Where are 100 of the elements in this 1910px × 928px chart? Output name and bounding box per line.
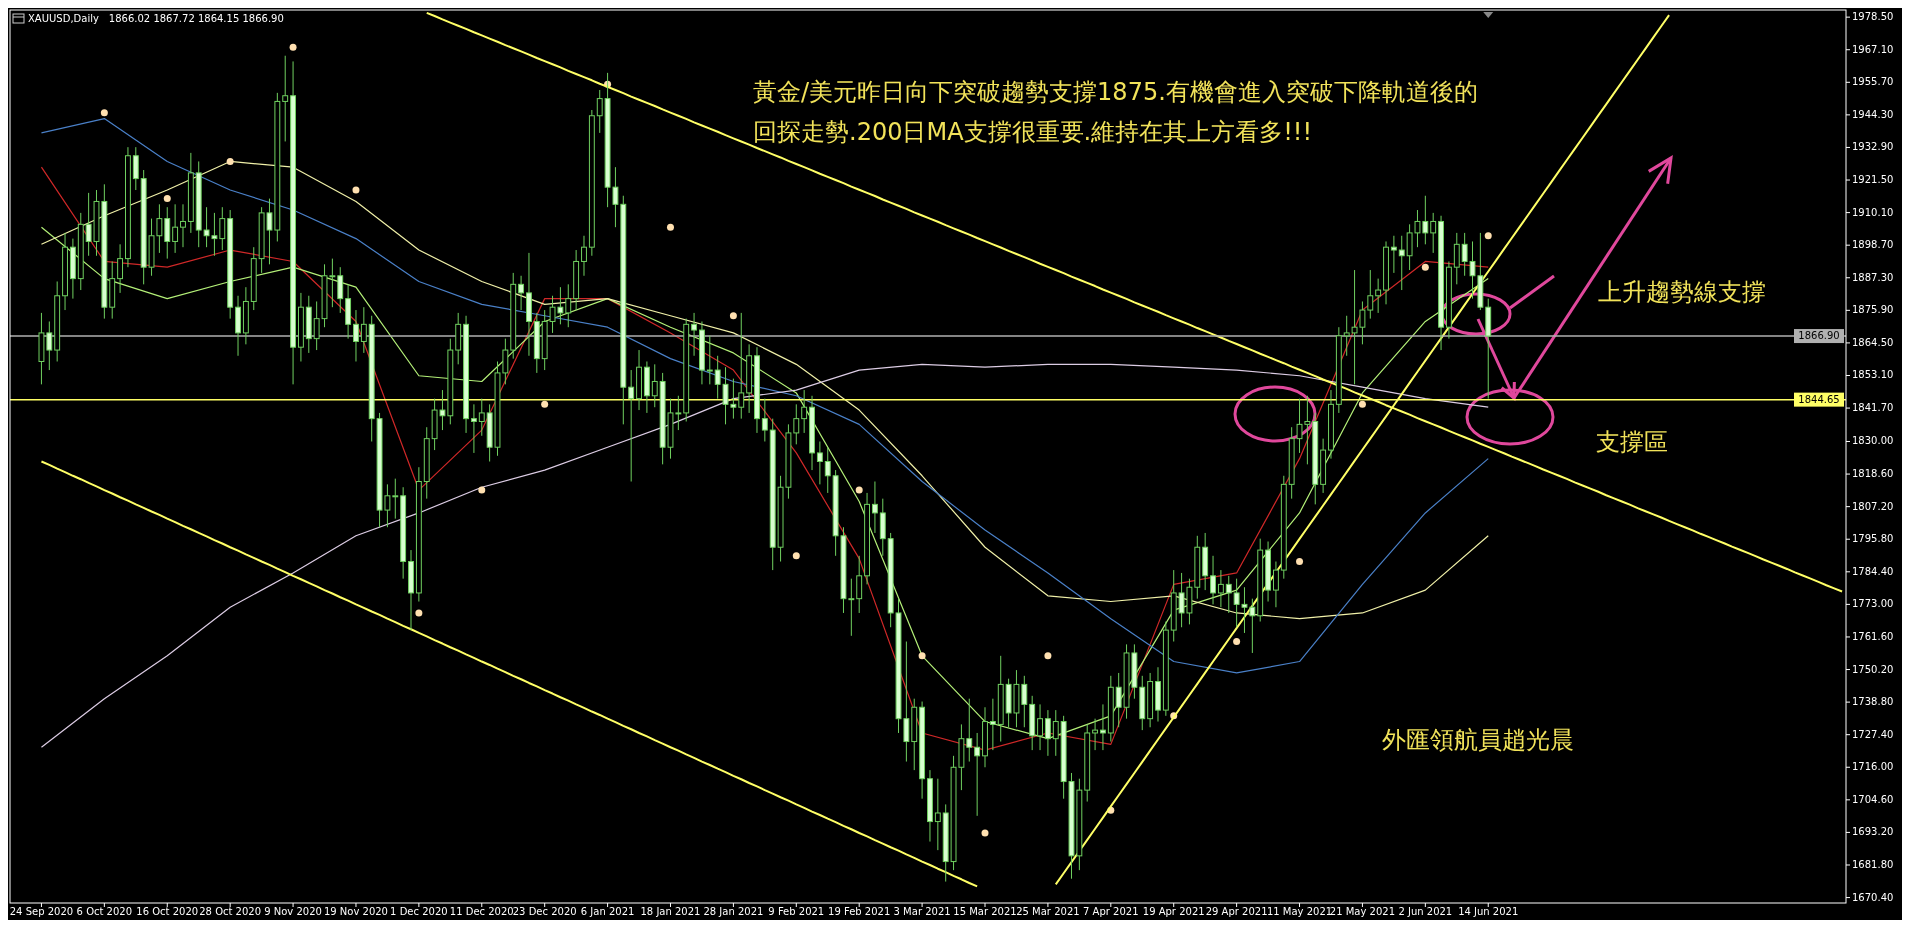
x-tick-label: 23 Dec 2020 — [512, 906, 577, 917]
x-tick-label: 11 Dec 2020 — [449, 906, 514, 917]
candlestick — [761, 398, 768, 442]
y-tick-label: 1875.90 — [1852, 304, 1894, 316]
y-tick-label: 1864.50 — [1852, 336, 1894, 348]
y-tick-label: 1738.80 — [1852, 696, 1894, 708]
candlestick — [989, 698, 996, 751]
x-tick-label: 1 Dec 2020 — [390, 906, 448, 917]
y-tick-label: 1932.90 — [1852, 141, 1894, 153]
y-tick-label: 1955.70 — [1852, 76, 1894, 88]
annotation: 黃金/美元昨日向下突破趨勢支撐1875.有機會進入突破下降軌道後的 — [753, 78, 1478, 106]
candlestick — [132, 146, 139, 191]
y-tick-label: 1910.10 — [1852, 206, 1894, 218]
candlestick — [1453, 232, 1460, 285]
chart-subtitle: 1866.02 1867.72 1864.15 1866.90 — [108, 13, 284, 24]
candlestick — [1430, 212, 1437, 254]
y-tick-label: 1670.40 — [1852, 891, 1894, 903]
x-tick-label: 19 Feb 2021 — [828, 906, 891, 917]
x-tick-label: 16 Oct 2020 — [136, 906, 199, 917]
y-tick-label: 1967.10 — [1852, 43, 1894, 55]
candlestick — [816, 441, 823, 485]
y-tick-label: 1750.20 — [1852, 663, 1894, 675]
candlestick — [1210, 555, 1216, 605]
candlestick — [1044, 709, 1051, 757]
candlestick — [565, 283, 572, 328]
candlestick — [164, 206, 171, 260]
x-tick-label: 29 Apr 2021 — [1205, 906, 1268, 917]
y-tick-label: 1807.20 — [1852, 500, 1894, 512]
y-tick-label: 1693.20 — [1852, 826, 1894, 838]
candlestick — [934, 778, 941, 851]
y-tick-label: 1704.60 — [1852, 793, 1894, 805]
x-tick-label: 7 Apr 2021 — [1083, 906, 1139, 917]
candlestick — [1092, 718, 1099, 751]
y-tick-label: 1681.80 — [1852, 858, 1894, 870]
y-tick-label: 1853.10 — [1852, 369, 1894, 381]
y-tick-label: 1784.40 — [1852, 565, 1894, 577]
y-tick-label: 1921.50 — [1852, 174, 1894, 186]
y-tick-label: 1944.30 — [1852, 108, 1894, 120]
candlestick — [1225, 575, 1232, 614]
ref-line-label: 1844.65 — [1798, 393, 1840, 405]
candlestick — [706, 335, 713, 385]
x-tick-label: 6 Oct 2020 — [76, 906, 133, 917]
candlestick — [738, 312, 745, 420]
annotation: 外匯領航員趙光晨 — [1382, 726, 1574, 754]
y-tick-label: 1773.00 — [1852, 598, 1894, 610]
candlestick — [1100, 703, 1106, 751]
candlestick — [1273, 561, 1279, 608]
candlestick — [1037, 703, 1043, 751]
candlestick — [282, 55, 289, 142]
ref-line-label: 1866.90 — [1798, 330, 1840, 342]
annotation: 上升趨勢線支撐 — [1598, 278, 1766, 306]
candlestick — [353, 309, 359, 362]
y-tick-label: 1818.60 — [1852, 468, 1894, 480]
y-tick-label: 1898.70 — [1852, 239, 1894, 251]
line-series — [40, 160, 1489, 620]
candlestick — [824, 446, 831, 494]
candlestick — [337, 266, 344, 314]
chart-title: XAUUSD,Daily — [28, 13, 99, 24]
x-tick-label: 28 Oct 2020 — [199, 906, 262, 917]
candlestick — [651, 363, 658, 408]
candlestick — [518, 275, 525, 311]
y-tick-label: 1795.80 — [1852, 533, 1894, 545]
candlestick — [1217, 569, 1224, 608]
annotation: 支撐區 — [1596, 428, 1668, 456]
x-tick-label: 25 Mar 2021 — [1016, 906, 1080, 917]
x-tick-label: 9 Feb 2021 — [768, 906, 825, 917]
y-tick-label: 1841.70 — [1852, 402, 1894, 414]
candlestick — [1398, 235, 1405, 291]
x-tick-label: 21 May 2021 — [1329, 906, 1396, 917]
x-tick-label: 28 Jan 2021 — [703, 906, 764, 917]
x-tick-label: 6 Jan 2021 — [580, 906, 635, 917]
candlestick — [470, 403, 477, 454]
candlestick — [871, 481, 878, 534]
candlestick — [856, 555, 863, 614]
candlestick — [581, 235, 587, 277]
y-tick-label: 1978.50 — [1852, 11, 1894, 23]
y-tick-label: 1887.30 — [1852, 271, 1894, 283]
x-tick-label: 19 Apr 2021 — [1142, 906, 1205, 917]
candlestick — [628, 369, 635, 482]
x-tick-label: 19 Nov 2020 — [323, 906, 388, 917]
x-tick-label: 24 Sep 2020 — [9, 906, 74, 917]
x-tick-label: 18 Jan 2021 — [640, 906, 701, 917]
candlestick — [180, 203, 186, 248]
candlestick — [691, 312, 698, 357]
candlestick — [1052, 709, 1059, 757]
candlestick — [1375, 278, 1382, 314]
candlestick — [478, 398, 485, 437]
y-tick-label: 1830.00 — [1852, 435, 1894, 447]
candlestick — [117, 243, 124, 294]
x-tick-label: 14 Jun 2021 — [1458, 906, 1519, 917]
candlestick — [172, 203, 179, 254]
x-tick-label: 15 Mar 2021 — [953, 906, 1017, 917]
candlestick — [801, 389, 808, 434]
y-tick-label: 1716.00 — [1852, 761, 1894, 773]
y-tick-label: 1727.40 — [1852, 728, 1894, 740]
candlestick — [1390, 235, 1397, 274]
line-series — [40, 460, 979, 888]
annotation: 回探走勢.200日MA支撐很重要.維持在其上方看多!!! — [753, 118, 1313, 146]
x-tick-label: 2 Jun 2021 — [1398, 906, 1453, 917]
candlestick — [974, 732, 981, 817]
